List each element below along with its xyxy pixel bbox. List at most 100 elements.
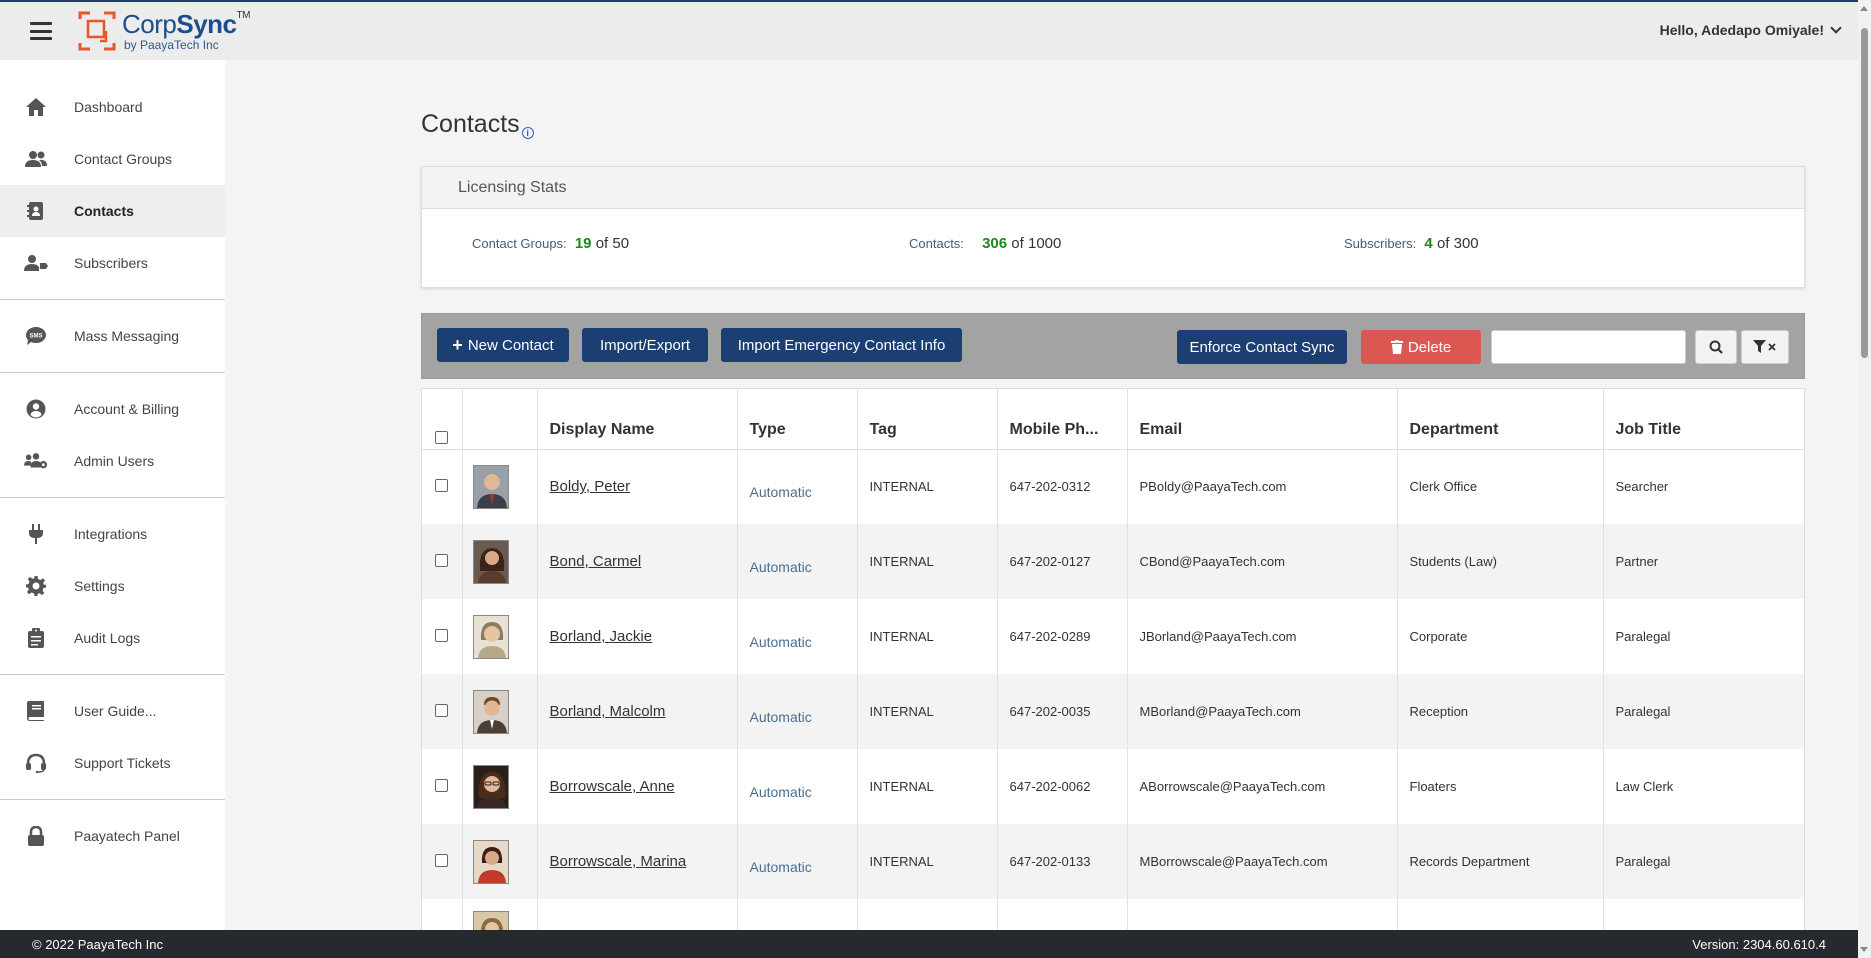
header-tag[interactable]: Tag xyxy=(857,389,998,450)
svg-text:SMS: SMS xyxy=(30,334,43,340)
contact-name-link[interactable]: Bond, Carmel xyxy=(549,553,642,570)
delete-button[interactable]: Delete xyxy=(1361,330,1481,364)
clear-filter-button[interactable] xyxy=(1741,330,1789,364)
header-mobile-phone[interactable]: Mobile Ph... xyxy=(997,389,1128,450)
contact-type: Automatic xyxy=(749,783,812,800)
row-checkbox[interactable] xyxy=(435,553,449,567)
sidebar-item-audit-logs[interactable]: Audit Logs xyxy=(0,612,225,664)
contact-name-link[interactable]: Borland, Malcolm xyxy=(549,703,666,720)
scroll-down-arrow-icon[interactable] xyxy=(1860,947,1868,952)
main-content: Contacts i Licensing Stats Contact Groups… xyxy=(225,60,1858,933)
table-row[interactable]: Borrowscale, Marina Automatic INTERNAL 6… xyxy=(422,824,1804,899)
search-input[interactable] xyxy=(1491,330,1686,364)
contact-name-link[interactable]: Boldy, Peter xyxy=(549,478,631,496)
sidebar-item-label: Admin Users xyxy=(74,453,155,469)
contact-phone: 647-202-0062 xyxy=(997,749,1128,824)
brand-logo[interactable]: CorpSyncTM by PaayaTech Inc xyxy=(76,9,250,53)
contact-phone: 647-202-0127 xyxy=(997,524,1128,599)
lock-icon xyxy=(24,824,48,848)
table-row-partial[interactable] xyxy=(422,899,1804,932)
enforce-contact-sync-button[interactable]: Enforce Contact Sync xyxy=(1177,330,1347,364)
sidebar-item-integrations[interactable]: Integrations xyxy=(0,508,225,560)
row-checkbox[interactable] xyxy=(435,778,449,792)
user-circle-icon xyxy=(24,397,48,421)
table-row[interactable]: Bond, Carmel Automatic INTERNAL 647-202-… xyxy=(422,524,1804,599)
sidebar-item-contact-groups[interactable]: Contact Groups xyxy=(0,133,225,185)
sidebar-item-subscribers[interactable]: Subscribers xyxy=(0,237,225,289)
avatar xyxy=(472,764,509,809)
contact-type: Automatic xyxy=(749,558,812,575)
table-row[interactable]: Borland, Malcolm Automatic INTERNAL 647-… xyxy=(422,674,1804,749)
user-menu[interactable]: Hello, Adedapo Omiyale! xyxy=(1660,22,1842,38)
info-icon[interactable]: i xyxy=(521,127,534,139)
import-export-button[interactable]: Import/Export xyxy=(582,328,708,362)
contact-name-link[interactable]: Borland, Jackie xyxy=(549,628,653,645)
footer-version: Version: 2304.60.610.4 xyxy=(1692,936,1826,952)
contact-job-title: Searcher xyxy=(1615,479,1669,495)
row-checkbox[interactable] xyxy=(435,703,449,717)
contact-type: Automatic xyxy=(749,633,812,650)
header-type[interactable]: Type xyxy=(737,389,858,450)
header-email[interactable]: Email xyxy=(1127,389,1398,450)
footer-copyright: © 2022 PaayaTech Inc xyxy=(32,936,163,952)
stat-used: 19 xyxy=(574,235,592,252)
table-row[interactable]: Boldy, Peter Automatic INTERNAL 647-202-… xyxy=(422,449,1804,524)
sidebar-item-user-guide[interactable]: User Guide... xyxy=(0,685,225,737)
contact-tag: INTERNAL xyxy=(857,824,998,899)
sidebar-item-support-tickets[interactable]: Support Tickets xyxy=(0,737,225,789)
home-icon xyxy=(24,95,48,119)
table-row[interactable]: Borland, Jackie Automatic INTERNAL 647-2… xyxy=(422,599,1804,674)
contacts-table: Display Name Type Tag Mobile Ph... Email… xyxy=(421,388,1805,933)
row-checkbox[interactable] xyxy=(435,478,449,492)
contact-email: CBond@PaayaTech.com xyxy=(1127,524,1398,599)
contact-name-link[interactable]: Borrowscale, Marina xyxy=(549,853,687,870)
contact-tag: INTERNAL xyxy=(857,599,998,674)
sms-icon: SMS xyxy=(24,324,48,348)
chevron-down-icon xyxy=(1830,22,1842,34)
sidebar-item-label: Settings xyxy=(74,578,125,594)
contact-name-link[interactable]: Borrowscale, Anne xyxy=(549,778,675,795)
footer: © 2022 PaayaTech Inc Version: 2304.60.61… xyxy=(0,930,1858,958)
sidebar-item-account-billing[interactable]: Account & Billing xyxy=(0,383,225,435)
sidebar-item-contacts[interactable]: Contacts xyxy=(0,185,225,237)
sidebar-divider xyxy=(0,497,225,498)
page-title-text: Contacts xyxy=(421,110,520,138)
row-checkbox[interactable] xyxy=(435,853,449,867)
sidebar-item-settings[interactable]: Settings xyxy=(0,560,225,612)
scroll-up-arrow-icon[interactable] xyxy=(1860,6,1868,11)
licensing-stats-heading: Licensing Stats xyxy=(422,167,1804,209)
contact-job-title: Law Clerk xyxy=(1615,779,1674,794)
contact-tag: INTERNAL xyxy=(857,749,998,824)
header-job-title[interactable]: Job Title xyxy=(1603,389,1804,450)
new-contact-button[interactable]: + New Contact xyxy=(437,328,569,362)
sidebar-item-mass-messaging[interactable]: SMS Mass Messaging xyxy=(0,310,225,362)
select-all-checkbox[interactable] xyxy=(435,430,449,444)
brand-subtitle: by PaayaTech Inc xyxy=(124,38,219,52)
page-scrollbar[interactable] xyxy=(1858,0,1871,958)
sidebar-item-label: Dashboard xyxy=(74,99,143,115)
stat-contact-groups: Contact Groups: 19 of 50 xyxy=(472,235,629,252)
hamburger-menu-icon[interactable] xyxy=(30,22,52,40)
stat-used: 4 xyxy=(1424,235,1433,252)
scroll-thumb[interactable] xyxy=(1861,28,1868,358)
row-checkbox[interactable] xyxy=(435,628,449,642)
search-button[interactable] xyxy=(1695,330,1737,364)
gear-icon xyxy=(24,574,48,598)
contact-email: MBorrowscale@PaayaTech.com xyxy=(1127,824,1398,899)
sidebar-item-paayatech-panel[interactable]: Paayatech Panel xyxy=(0,810,225,862)
stat-label: Contact Groups: xyxy=(472,236,567,251)
table-row[interactable]: Borrowscale, Anne Automatic INTERNAL 647… xyxy=(422,749,1804,824)
sidebar-item-label: Contact Groups xyxy=(74,151,173,167)
sidebar-item-dashboard[interactable]: Dashboard xyxy=(0,81,225,133)
address-book-icon xyxy=(24,199,48,223)
sidebar-item-admin-users[interactable]: Admin Users xyxy=(0,435,225,487)
sidebar-divider xyxy=(0,372,225,373)
header-display-name[interactable]: Display Name xyxy=(537,389,738,450)
sidebar-item-label: Account & Billing xyxy=(74,401,180,417)
sidebar-divider xyxy=(0,299,225,300)
trash-icon xyxy=(1390,340,1403,354)
import-emergency-contact-button[interactable]: Import Emergency Contact Info xyxy=(721,328,962,362)
select-all-cell xyxy=(422,389,463,450)
header-department[interactable]: Department xyxy=(1397,389,1604,450)
avatar xyxy=(472,689,509,734)
